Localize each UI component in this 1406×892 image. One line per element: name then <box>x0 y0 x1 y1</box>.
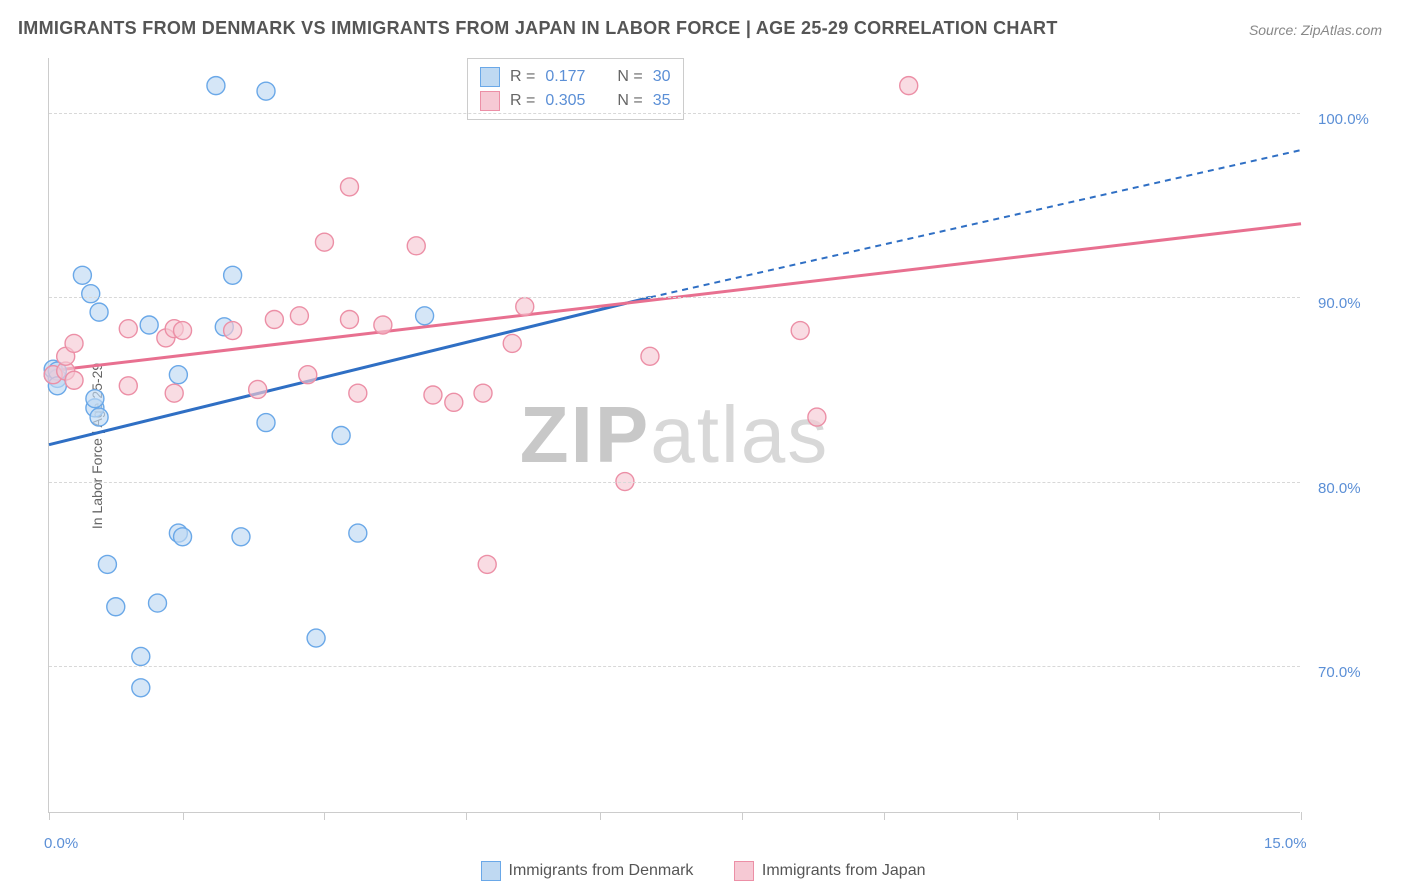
x-tick-label-min: 0.0% <box>44 835 78 852</box>
legend-series: Immigrants from Denmark Immigrants from … <box>0 861 1406 886</box>
n-value-japan: 35 <box>653 89 671 113</box>
swatch-denmark-icon <box>481 861 501 881</box>
swatch-denmark <box>480 67 500 87</box>
legend-row-denmark: R = 0.177 N = 30 <box>480 65 671 89</box>
r-value-japan: 0.305 <box>545 89 585 113</box>
n-label: N = <box>617 65 642 89</box>
r-value-denmark: 0.177 <box>545 65 585 89</box>
n-label: N = <box>617 89 642 113</box>
n-value-denmark: 30 <box>653 65 671 89</box>
legend-row-japan: R = 0.305 N = 35 <box>480 89 671 113</box>
legend-label-japan: Immigrants from Japan <box>762 862 926 880</box>
legend-label-denmark: Immigrants from Denmark <box>509 862 694 880</box>
legend-item-japan: Immigrants from Japan <box>734 861 926 881</box>
source-attribution: Source: ZipAtlas.com <box>1249 22 1382 38</box>
chart-svg <box>49 58 1300 812</box>
swatch-japan <box>480 91 500 111</box>
r-label: R = <box>510 89 535 113</box>
r-label: R = <box>510 65 535 89</box>
y-tick-label: 70.0% <box>1318 664 1361 681</box>
plot-area: ZIPatlas R = 0.177 N = 30 R = 0.305 N = … <box>48 58 1300 813</box>
chart-title: IMMIGRANTS FROM DENMARK VS IMMIGRANTS FR… <box>18 18 1058 39</box>
y-tick-label: 80.0% <box>1318 480 1361 497</box>
y-tick-label: 100.0% <box>1318 111 1369 128</box>
x-tick-label-max: 15.0% <box>1264 835 1307 852</box>
legend-item-denmark: Immigrants from Denmark <box>481 861 694 881</box>
swatch-japan-icon <box>734 861 754 881</box>
y-tick-label: 90.0% <box>1318 295 1361 312</box>
legend-correlation: R = 0.177 N = 30 R = 0.305 N = 35 <box>467 58 684 120</box>
